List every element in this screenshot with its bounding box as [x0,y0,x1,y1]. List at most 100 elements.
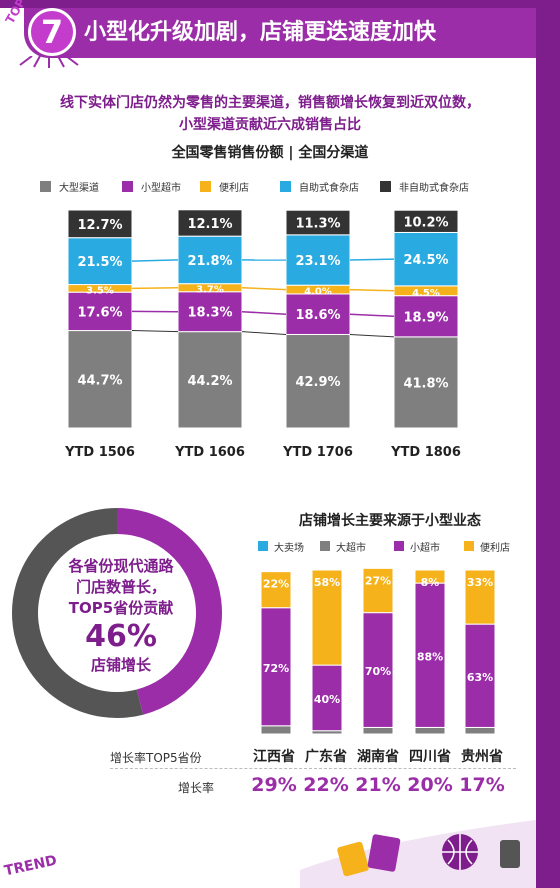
bar-segment [177,235,243,285]
store-growth-donut [12,508,222,718]
province-label: 贵州省 [461,749,503,765]
legend-swatch [40,180,51,192]
legend-item: 大卖场 [258,538,304,554]
data-label: 33% [467,576,493,589]
trend-line [349,333,395,338]
chart1-subtitle: 全国零售销售份额 | 全国分渠道 [171,145,369,161]
legend-label: 小超市 [410,542,440,554]
data-label: 10.2% [403,215,448,230]
data-label: 27% [365,574,391,587]
donut-text-line-3: TOP5省份贡献 [68,599,174,617]
data-label: 17.6% [77,305,122,320]
header-banner [24,8,536,58]
data-label: 21.5% [77,255,122,270]
bar-segment [177,331,243,429]
donut-text-line-4: 店铺增长 [90,656,151,674]
legend-label: 便利店 [480,542,510,554]
bar-segment [67,291,133,332]
legend-label: 便利店 [219,182,249,194]
intro-line-1: 线下实体门店仍然为零售的主要渠道，销售额增长恢复到近双位数， [60,95,480,111]
growth-rate-value: 21% [355,774,401,796]
growth-rate-value: 17% [459,774,505,796]
bar-segment [393,295,459,338]
bar-segment [362,567,394,614]
data-label: 63% [467,671,493,684]
province-label: 广东省 [305,749,347,765]
bar-segment [177,209,243,237]
bar-segment [393,231,459,287]
data-label: 40% [314,693,340,706]
bar-segment [362,612,394,728]
trend-line [349,288,395,292]
data-label: 3.7% [196,285,224,296]
growth-rate-value: 22% [303,774,349,796]
province-label: 四川省 [409,749,451,765]
bar-segment [393,336,459,429]
right-frame [536,0,560,888]
legend-label: 大型渠道 [59,182,99,194]
trend-line [131,286,179,290]
growth-rate-value: 20% [407,774,453,796]
trend-line [349,313,395,318]
growth-rate-value: 29% [251,774,297,796]
shopping-bag-icon [337,841,369,877]
legend-item: 大型渠道 [40,178,99,194]
section-number-badge: 7 [28,8,76,56]
bar-segment [260,607,292,727]
trend-line [241,331,287,335]
shopping-decoration [300,820,536,888]
trend-logo-mark: TREND [2,852,59,880]
chart2-legend: 大卖场 大超市 小超市 便利店 [258,538,528,554]
data-label: 22% [263,578,289,591]
data-label: 8% [421,576,440,589]
legend-item: 小型超市 [122,178,181,194]
province-label: 湖南省 [357,749,399,765]
bar-segment [414,582,446,728]
row-label-rate: 增长率 [178,781,215,795]
data-label: 18.9% [403,310,448,325]
bar-segment [393,209,459,233]
trend-line [131,259,179,262]
bar-segment [260,571,292,609]
shopping-bag-icon [367,834,401,872]
data-label: 18.6% [295,308,340,323]
bar-segment [414,569,446,584]
data-label: 72% [263,662,289,675]
donut-slice [116,508,222,715]
bar-segment [285,209,351,236]
trend-line [241,310,287,315]
legend-swatch [394,541,404,551]
legend-swatch [258,541,268,551]
globe-grid [442,834,478,870]
data-label: 41.8% [403,376,448,391]
x-tick-label: YTD 1706 [282,445,353,460]
bar-segment [464,569,496,625]
channel-share-chart: 44.7% 17.6% 3.5% 21.5% 12.7% YTD 1506 44.2% 18.… [64,209,461,460]
bar-segment [67,330,133,429]
data-label: 58% [314,576,340,589]
legend-swatch [380,180,391,192]
top-frame [0,0,560,8]
chart2-title: 店铺增长主要来源于小型业态 [299,513,481,529]
data-label: 44.7% [77,373,122,388]
data-label: 18.3% [187,306,232,321]
donut-text-line-2: 门店数普长， [75,578,166,596]
legend-swatch [122,180,133,192]
trend-line [241,286,287,291]
legend-label: 大卖场 [274,542,304,554]
trend-line [349,258,395,261]
province-format-chart: 5%72%22%2%40%58%4%70%27%4%88%8%4%63%33% [260,567,496,735]
legend-item: 小超市 [394,538,440,554]
legend-label: 非自助式食杂店 [399,182,469,194]
bar-segment [285,293,351,335]
data-label: 44.2% [187,374,232,389]
legend-label: 大超市 [336,542,366,554]
page-title: 小型化升级加剧，店铺更迭速度加快 [84,20,437,45]
data-label: 88% [417,650,443,663]
legend-label: 自助式食杂店 [299,182,359,194]
data-label: 23.1% [295,254,340,269]
data-label: 21.8% [187,254,232,269]
data-label: 4.5% [412,288,440,299]
legend-item: 非自助式食杂店 [380,178,469,194]
